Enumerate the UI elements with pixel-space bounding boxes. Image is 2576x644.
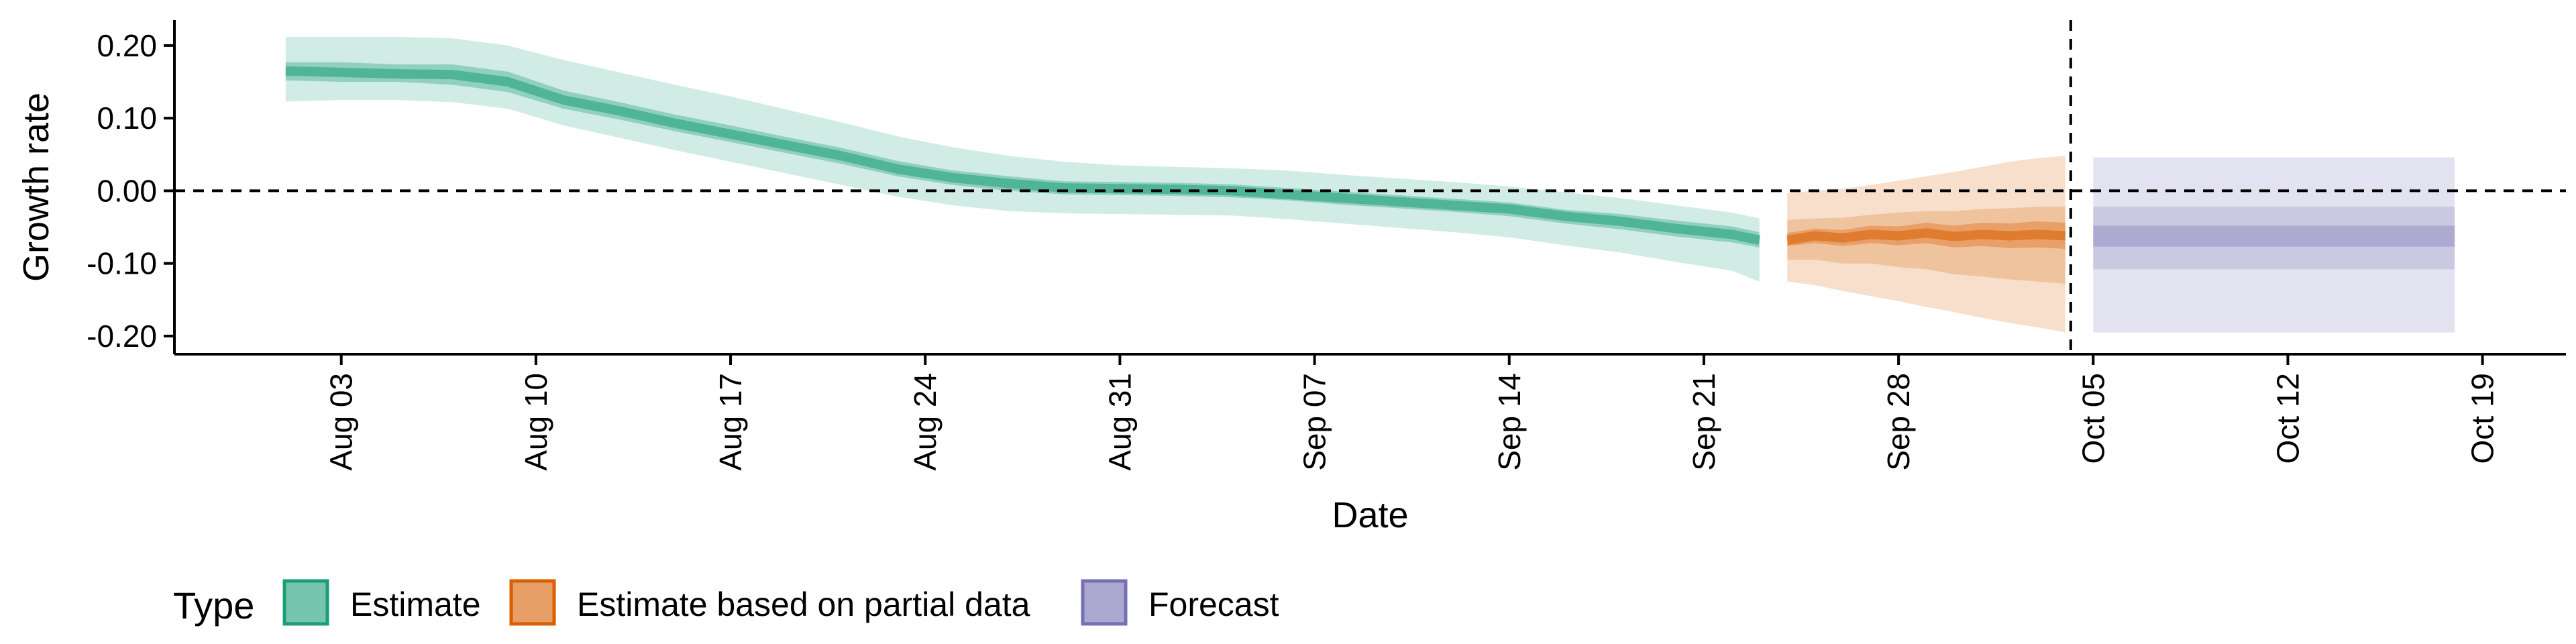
y-tick-label: 0.00: [97, 173, 157, 208]
x-tick-label: Sep 14: [1492, 373, 1527, 471]
estimate-median-line: [285, 66, 1761, 245]
forecast-middle-band: [2093, 207, 2455, 270]
estimate-based-on-partial-data-outer-band: [1787, 156, 2065, 333]
forecast-inner-band: [2093, 225, 2455, 247]
x-tick-label: Aug 10: [519, 373, 553, 471]
x-tick-label: Sep 28: [1881, 373, 1916, 471]
y-axis-title: Growth rate: [16, 93, 56, 282]
legend-key-swatch: [1081, 579, 1128, 626]
estimate-based-on-partial-data-middle-band: [1787, 207, 2065, 284]
legend-title: Type: [173, 584, 254, 627]
reference-lines: [174, 20, 2566, 354]
y-tick-label: -0.20: [87, 319, 157, 354]
legend-key-swatch: [509, 579, 556, 626]
x-tick-label: Aug 03: [324, 373, 359, 471]
legend: Type Estimate Estimate based on partial d…: [173, 579, 1279, 627]
band-layer: [285, 36, 2455, 333]
estimate-inner-band: [285, 62, 1760, 248]
legend-entry-label: Estimate: [350, 586, 481, 623]
legend-key-swatch: [282, 579, 329, 626]
y-axis-ticks: 0.20 0.10 0.00 -0.10 -0.20: [87, 28, 174, 354]
legend-entry-label: Forecast: [1148, 586, 1279, 623]
x-axis-title: Date: [1332, 495, 1408, 535]
y-tick-label: 0.10: [97, 101, 157, 136]
x-tick-label: Sep 07: [1297, 373, 1332, 471]
x-axis-ticks: Aug 03 Aug 10 Aug 17 Aug 24 Aug 31 Sep 07 Sep …: [324, 354, 2500, 471]
x-tick-label: Aug 17: [713, 373, 748, 471]
x-tick-label: Oct 19: [2465, 373, 2500, 464]
legend-entry-label: Estimate based on partial data: [577, 586, 1030, 623]
y-tick-label: -0.10: [87, 246, 157, 281]
estimate-based-on-partial-data-median-line: [1786, 228, 2066, 245]
x-tick-label: Oct 05: [2076, 373, 2110, 464]
legend-entries: Estimate Estimate based on partial data Fo…: [282, 579, 1279, 626]
x-tick-label: Sep 21: [1686, 373, 1721, 471]
x-tick-label: Oct 12: [2271, 373, 2306, 464]
x-tick-label: Aug 24: [908, 373, 943, 471]
forecast-outer-band: [2093, 157, 2455, 333]
y-tick-label: 0.20: [97, 28, 157, 63]
x-tick-label: Aug 31: [1102, 373, 1137, 471]
estimate-outer-band: [285, 36, 1760, 282]
axes: Aug 03 Aug 10 Aug 17 Aug 24 Aug 31 Sep 07 Sep …: [87, 20, 2566, 471]
median-line-layer: [285, 66, 2066, 245]
